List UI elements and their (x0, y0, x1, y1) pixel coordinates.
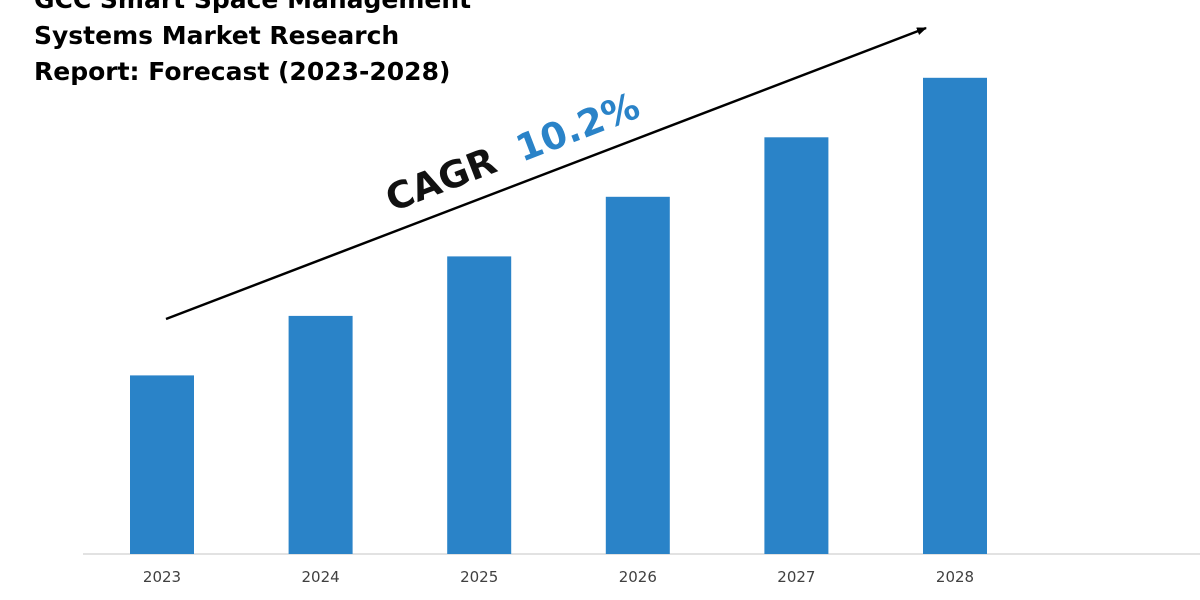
cagr-value: 10.2% (510, 84, 645, 170)
trend-arrow (165, 26, 927, 321)
cagr-annotation: CAGR 10.2% (380, 84, 646, 220)
bar-2025 (447, 256, 512, 554)
bar-2026 (605, 196, 670, 555)
bar-2024 (288, 315, 353, 554)
tick-label-2024: 2024 (302, 568, 340, 586)
tick-label-2023: 2023 (143, 568, 181, 586)
bar-2028 (923, 77, 987, 555)
bar-2027 (764, 137, 829, 555)
bar-2023 (130, 375, 194, 554)
cagr-prefix: CAGR (380, 139, 502, 220)
chart-title-line-3: Report: Forecast (2023-2028) (34, 57, 451, 86)
chart-title: GCC Smart Space Management Systems Marke… (34, 0, 471, 90)
tick-label-2026: 2026 (619, 568, 657, 586)
tick-label-2028: 2028 (936, 568, 974, 586)
tick-label-2025: 2025 (460, 568, 498, 586)
bars (130, 77, 987, 555)
tick-label-2027: 2027 (777, 568, 815, 586)
chart-title-line-1: GCC Smart Space Management (34, 0, 471, 18)
chart-title-line-2: Systems Market Research (34, 21, 400, 50)
x-axis-tick-labels: 2023 2024 2025 2026 2027 2028 (143, 568, 974, 586)
